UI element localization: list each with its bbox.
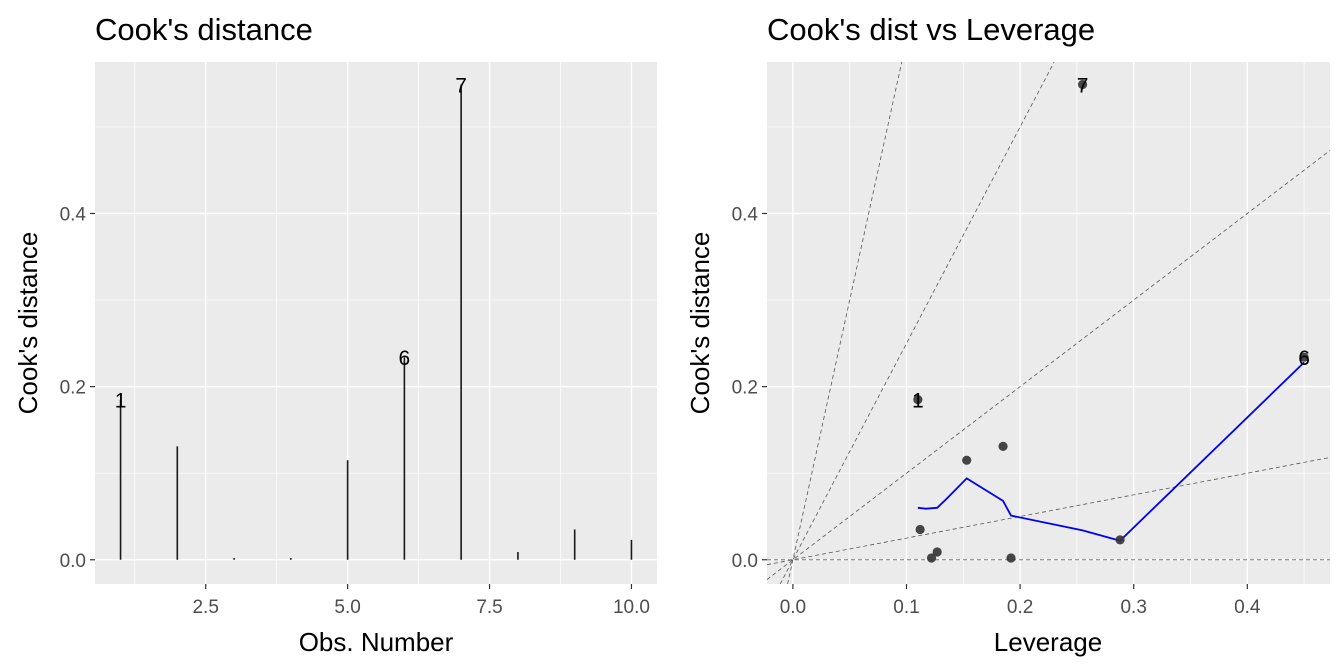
left-y-axis-title: Cook's distance	[13, 232, 43, 415]
data-point	[1006, 553, 1016, 563]
data-point	[1115, 535, 1125, 545]
left-bar-series	[119, 84, 633, 560]
left-gridlines	[95, 62, 657, 584]
obs-label: 7	[455, 75, 467, 98]
y-tick-label: 0.2	[60, 378, 86, 399]
right-axis-ticks: 0.0 0.1 0.2 0.3 0.4 0.0 0.2 0.4	[732, 204, 1261, 618]
x-tick-label: 7.5	[476, 597, 502, 618]
right-reference-lines	[766, 61, 1331, 585]
y-tick-label: 0.0	[60, 551, 86, 572]
obs-label: 6	[399, 347, 411, 370]
x-tick-label: 5.0	[334, 597, 360, 618]
x-tick-label: 0.0	[780, 597, 806, 618]
data-point	[998, 441, 1008, 451]
data-point	[915, 524, 925, 535]
right-y-axis-title: Cook's distance	[685, 232, 715, 415]
data-point	[926, 553, 937, 563]
reference-line	[787, 61, 903, 585]
y-tick-label: 0.0	[732, 551, 758, 572]
left-x-axis-title: Obs. Number	[299, 627, 454, 657]
data-point	[932, 547, 942, 557]
reference-line	[779, 61, 1055, 585]
data-point	[1299, 352, 1309, 362]
cooks-distance-chart: Cook's distance 1 6 7 2.5 5.0 7.5 10.0 0.0 0.2 0…	[13, 12, 657, 657]
y-tick-label: 0.2	[732, 378, 758, 399]
data-point	[962, 455, 972, 465]
right-x-axis-title: Leverage	[994, 627, 1102, 657]
left-point-labels: 1 6 7	[115, 75, 467, 413]
smooth-trend-line	[917, 361, 1305, 542]
x-tick-label: 2.5	[192, 597, 218, 618]
right-chart-title: Cook's dist vs Leverage	[767, 12, 1095, 47]
reference-line	[766, 150, 1331, 580]
cooks-vs-leverage-chart: Cook's dist vs Leverage 1 7 6 0.0 0.1 0.2 0.3…	[685, 12, 1331, 657]
data-point	[1077, 79, 1088, 90]
y-tick-label: 0.4	[732, 204, 759, 225]
x-tick-label: 0.1	[893, 597, 919, 618]
left-plot-background	[95, 62, 657, 584]
x-tick-label: 0.4	[1234, 597, 1261, 618]
x-tick-label: 0.3	[1120, 597, 1146, 618]
right-smooth-line-group	[917, 361, 1305, 542]
data-point	[913, 395, 923, 405]
right-plot-background	[767, 62, 1330, 584]
obs-label: 7	[1077, 75, 1089, 98]
left-chart-title: Cook's distance	[95, 12, 313, 47]
obs-label: 6	[1298, 347, 1310, 370]
left-axis-ticks: 2.5 5.0 7.5 10.0 0.0 0.2 0.4	[60, 204, 650, 618]
x-tick-label: 0.2	[1007, 597, 1033, 618]
right-point-series	[913, 79, 1309, 563]
y-tick-label: 0.4	[60, 204, 87, 225]
obs-label: 1	[115, 390, 127, 413]
x-tick-label: 10.0	[613, 597, 650, 618]
reference-line	[766, 457, 1331, 566]
obs-label: 1	[912, 390, 924, 413]
right-point-labels: 1 7 6	[912, 75, 1310, 413]
